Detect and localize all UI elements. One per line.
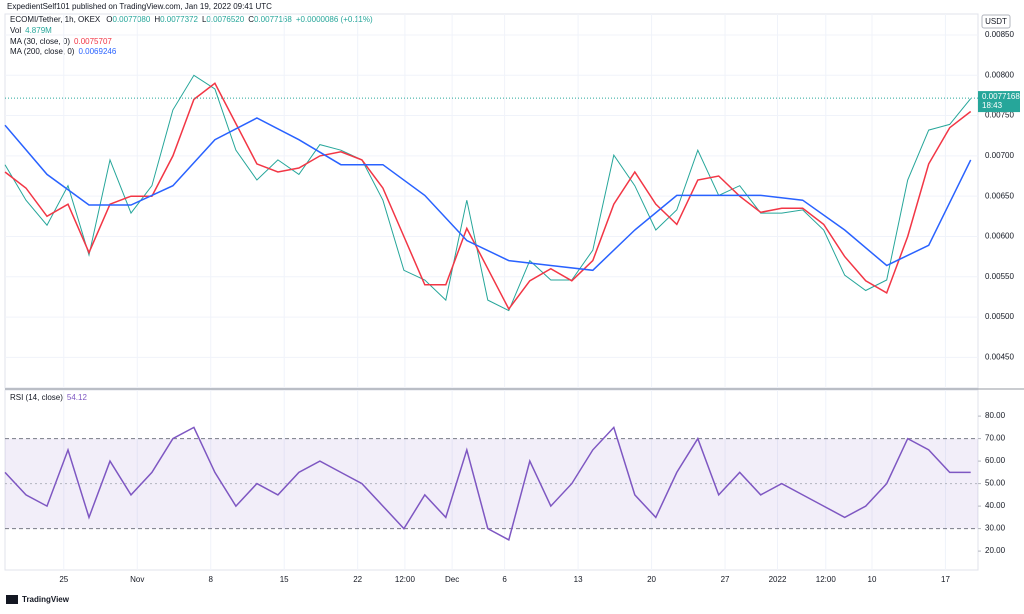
series-line xyxy=(4,425,971,542)
ohlc-high: 0.0077372 xyxy=(160,15,198,24)
ohlc-change: +0.0000086 (+0.11%) xyxy=(296,15,373,24)
y-tick-label: 50.00 xyxy=(985,479,1006,488)
x-tick-label: 22 xyxy=(353,575,362,584)
y-tick-label: 20.00 xyxy=(985,546,1006,555)
currency-box xyxy=(981,14,1011,29)
y-tick-label: 40.00 xyxy=(985,501,1006,510)
rsi-pane xyxy=(4,389,979,571)
y-tick-label: 0.00500 xyxy=(985,312,1014,321)
x-tick-label: 10 xyxy=(868,575,877,584)
volume-label: Vol xyxy=(10,26,21,35)
ma200-legend: MA (200, close, 0) 0.0069246 xyxy=(10,47,117,56)
plot-layer: 0.00450 0.00500 0.00550 0.00600 0.00650 0.007… xyxy=(4,14,1020,584)
x-tick-label: 17 xyxy=(941,575,950,584)
y-tick-label: 0.00700 xyxy=(985,151,1014,160)
x-tick-label: 12:00 xyxy=(395,575,416,584)
rsi-legend: RSI (14, close) 54.12 xyxy=(10,393,87,402)
last-price-box xyxy=(978,91,1020,113)
footer: TradingView xyxy=(22,595,70,604)
x-tick-label: Dec xyxy=(445,575,459,584)
series-line xyxy=(4,74,972,312)
price-pane xyxy=(4,13,979,389)
y-tick-label: 0.00750 xyxy=(985,111,1014,120)
ohlc-close-label: C xyxy=(248,15,254,24)
symbol: ECOMI/Tether, 1h, OKEX xyxy=(10,15,101,24)
ohlc-legend: ECOMI/Tether, 1h, OKEX O0.0077080 H0.00773… xyxy=(10,15,373,24)
countdown: 18:43 xyxy=(982,101,1003,110)
ohlc-open: 0.0077080 xyxy=(113,15,151,24)
y-tick-label: 70.00 xyxy=(985,434,1006,443)
y-tick-label: 0.00650 xyxy=(985,191,1014,200)
x-tick-label: Nov xyxy=(130,575,144,584)
last-price-label: 0.0077168 xyxy=(982,92,1020,101)
ohlc-open-label: O xyxy=(106,15,112,24)
y-tick-label: 0.00550 xyxy=(985,272,1014,281)
x-tick-label: 25 xyxy=(59,575,68,584)
ma200-name: MA (200, close, 0) xyxy=(10,47,75,56)
ohlc-low-label: L xyxy=(202,15,207,24)
volume-value: 4.879M xyxy=(25,26,52,35)
rsi-value: 54.12 xyxy=(67,393,88,402)
y-tick-label: 0.00450 xyxy=(985,352,1014,361)
x-tick-label: 12:00 xyxy=(816,575,837,584)
ma30-legend: MA (30, close, 0) 0.0075707 xyxy=(10,37,112,46)
footer-logo xyxy=(6,595,18,604)
x-tick-label: 8 xyxy=(208,575,213,584)
volume-legend: Vol 4.879M xyxy=(10,26,52,35)
x-tick-label: 27 xyxy=(721,575,730,584)
series-line xyxy=(4,82,972,311)
y-tick-label: 0.00800 xyxy=(985,70,1014,79)
ohlc-close: 0.0077168 xyxy=(254,15,292,24)
x-tick-label: 13 xyxy=(574,575,583,584)
ohlc-low: 0.0076520 xyxy=(206,15,244,24)
rsi-title: RSI (14, close) xyxy=(10,393,63,402)
y-tick-label: 30.00 xyxy=(985,524,1006,533)
ohlc-high-label: H xyxy=(154,15,160,24)
y-tick-label: 0.00600 xyxy=(985,232,1014,241)
currency: USDT xyxy=(985,17,1007,26)
series-line xyxy=(4,117,972,272)
y-tick-label: 80.00 xyxy=(985,411,1006,420)
ma30-name: MA (30, close, 0) xyxy=(10,37,70,46)
y-tick-label: 60.00 xyxy=(985,456,1006,465)
y-tick-label: 0.00850 xyxy=(985,30,1014,39)
ma200-value: 0.0069246 xyxy=(78,47,116,56)
x-tick-label: 15 xyxy=(280,575,289,584)
ma30-value: 0.0075707 xyxy=(74,37,112,46)
x-tick-label: 6 xyxy=(502,575,507,584)
published: ExpedientSelf101 published on TradingVie… xyxy=(7,2,272,11)
x-tick-label: 20 xyxy=(647,575,656,584)
x-tick-label: 2022 xyxy=(769,575,787,584)
